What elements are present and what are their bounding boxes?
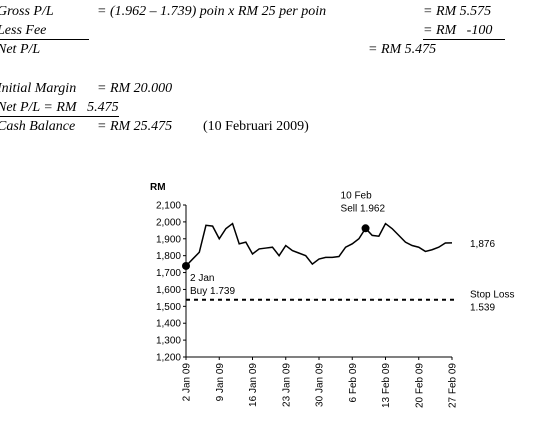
y-tick-label: 2,100 <box>156 201 181 212</box>
y-tick-label: 1,700 <box>156 268 181 279</box>
cash-value: = RM 25.475 <box>97 119 173 134</box>
y-tick-label: 1,900 <box>156 234 181 245</box>
last-value-label: 1,876 <box>470 239 495 250</box>
price-line <box>185 222 453 267</box>
stop-loss-label: 1.539 <box>470 303 495 314</box>
y-tick-label: 1,400 <box>156 319 181 330</box>
fee-label: Less Fee <box>0 23 89 40</box>
y-tick-label: 1,300 <box>156 336 181 347</box>
gross-formula: = (1.962 – 1.739) poin x RM 25 per poin <box>97 4 327 19</box>
annotation: 2 Jan <box>190 273 214 284</box>
point-marker <box>361 224 370 233</box>
annotation: Buy 1.739 <box>190 286 235 297</box>
cash-note: (10 Februari 2009) <box>203 119 309 134</box>
y-axis-label: RM <box>150 182 166 193</box>
y-tick-label: 2,000 <box>156 217 181 228</box>
x-tick-label: 27 Feb 09 <box>448 363 459 408</box>
gross-result: = RM 5.575 <box>423 4 492 19</box>
x-tick-label: 16 Jan 09 <box>248 363 259 407</box>
stop-loss-label: Stop Loss <box>470 290 514 301</box>
y-tick-label: 1,800 <box>156 251 181 262</box>
gross-label: Gross P/L <box>0 4 54 19</box>
x-tick-label: 9 Jan 09 <box>215 363 226 402</box>
net-line: Net P/L = RM 5.475 <box>0 100 119 117</box>
cash-label: Cash Balance <box>0 119 76 134</box>
annotation: Sell 1.962 <box>341 203 386 214</box>
fee-result: = RM -100 <box>423 23 505 40</box>
x-tick-label: 2 Jan 09 <box>182 363 193 402</box>
annotation: 10 Feb <box>341 190 373 201</box>
point-marker <box>182 261 190 270</box>
x-tick-label: 6 Feb 09 <box>348 363 359 403</box>
y-tick-label: 1,200 <box>156 353 181 364</box>
x-tick-label: 20 Feb 09 <box>414 363 425 408</box>
margin-label: Initial Margin <box>0 81 77 96</box>
net-label: Net P/L <box>0 42 41 57</box>
x-tick-label: 23 Jan 09 <box>281 363 292 407</box>
y-tick-label: 1,500 <box>156 302 181 313</box>
x-tick-label: 30 Jan 09 <box>315 363 326 407</box>
net-result: = RM 5.475 <box>368 42 437 57</box>
y-tick-label: 1,600 <box>156 285 181 296</box>
x-tick-label: 13 Feb 09 <box>381 363 392 408</box>
margin-value: = RM 20.000 <box>97 81 173 96</box>
